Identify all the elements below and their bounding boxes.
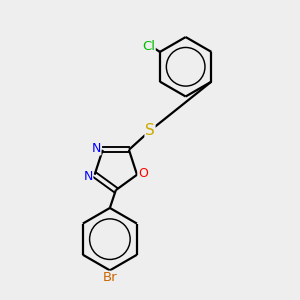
Text: O: O (138, 167, 148, 180)
Text: Br: Br (103, 271, 117, 284)
Text: S: S (145, 123, 155, 138)
Text: N: N (92, 142, 101, 155)
Text: Cl: Cl (142, 40, 155, 53)
Text: N: N (83, 170, 93, 183)
